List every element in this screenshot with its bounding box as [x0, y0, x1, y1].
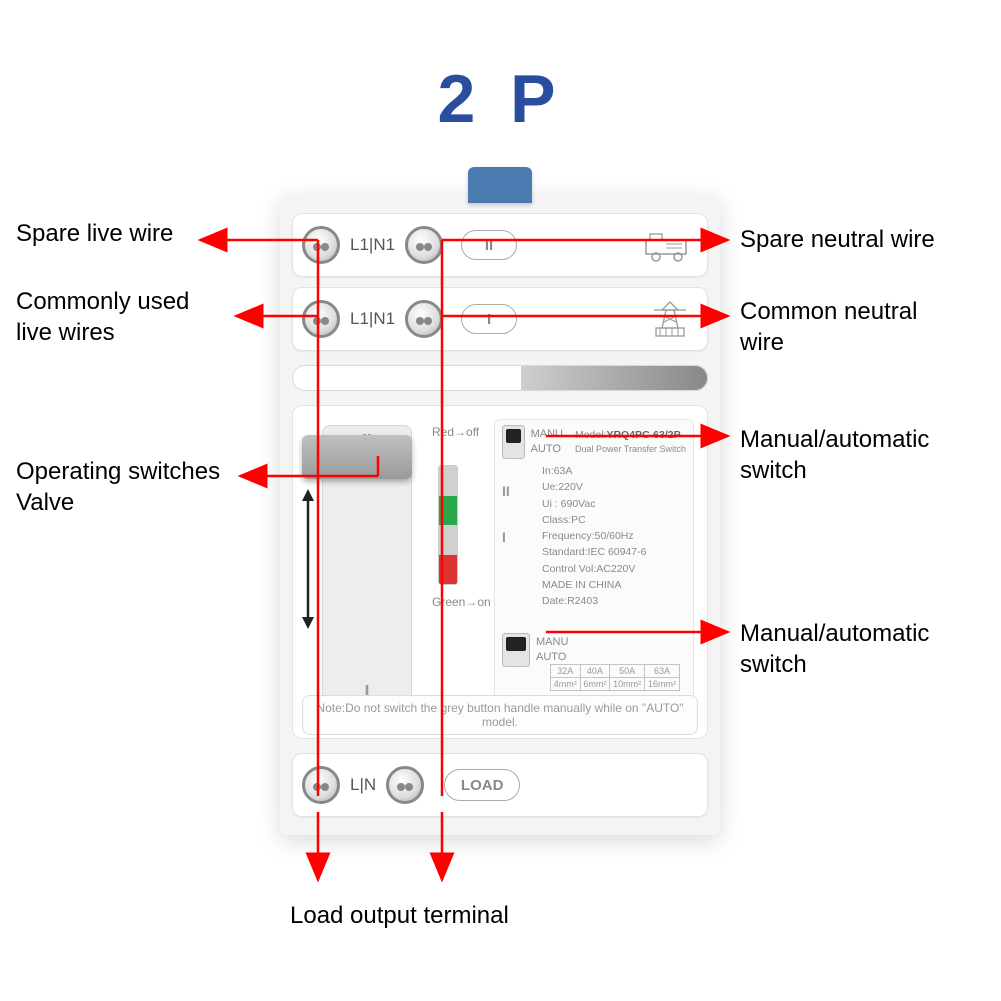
wire-spec-table: 32A 40A 50A 63A 4mm² 6mm² 10mm² 16mm² — [550, 664, 680, 691]
callout-spare-neutral: Spare neutral wire — [740, 224, 935, 255]
callout-spare-live: Spare live wire — [16, 218, 173, 249]
spec-5: Standard:IEC 60947-6 — [542, 544, 686, 560]
model-label: Model: — [575, 429, 607, 441]
terminal-load-n — [386, 766, 424, 804]
indicator-II: II — [502, 483, 510, 499]
indicator-I: I — [502, 529, 510, 545]
callout-common-live: Commonly used live wires — [16, 286, 189, 348]
auto-label-top: AUTO — [531, 442, 563, 457]
operating-switch-handle[interactable] — [302, 435, 412, 479]
device-body: L1|N1 II L1|N1 I — [280, 195, 720, 835]
callout-load-terminal: Load output terminal — [290, 900, 509, 931]
updown-arrow-icon — [300, 489, 316, 629]
device-main-panel: II I Red→off Green→on Cu Wire Only — [292, 405, 708, 739]
callout-operating: Operating switches Valve — [16, 456, 220, 518]
spec-2: Ui : 690Vac — [542, 496, 686, 512]
tr2c1: 4mm² — [551, 678, 581, 691]
green-on-label: Green→on — [432, 595, 491, 609]
terminal-row-common: L1|N1 I — [292, 287, 708, 351]
spec-0: In:63A — [542, 463, 686, 479]
terminal-common-l1 — [302, 300, 340, 338]
din-rail-clip — [468, 167, 532, 203]
tr1c1: 32A — [551, 665, 581, 678]
spec-4: Frequency:50/60Hz — [542, 528, 686, 544]
terminal-spare-n1 — [405, 226, 443, 264]
generator-icon — [642, 226, 698, 264]
spec-1: Ue:220V — [542, 479, 686, 495]
roman-indicator-column: II I — [502, 483, 510, 545]
manu-label-top: MANU — [531, 427, 563, 442]
terminal-row-spare: L1|N1 II — [292, 213, 708, 277]
spec-6: Control Vol:AC220V — [542, 561, 686, 577]
row1-label: L1|N1 — [350, 235, 395, 255]
grid-tower-icon — [642, 298, 698, 340]
model-value: YRQ4PC-63/2P — [606, 429, 680, 441]
model-subtitle: Dual Power Transfer Switch — [575, 444, 686, 454]
callout-common-neutral: Common neutral wire — [740, 296, 917, 358]
spec-3: Class:PC — [542, 512, 686, 528]
status-indicator-strip — [438, 465, 458, 585]
terminal-common-n1 — [405, 300, 443, 338]
page-title: 2 P — [437, 60, 563, 138]
tr2c4: 16mm² — [645, 678, 680, 691]
terminal-row-load: L|N LOAD — [292, 753, 708, 817]
manu-auto-switch-top[interactable]: MANU AUTO Model:YRQ4PC-63/2P Dual Power … — [502, 425, 686, 459]
tr1c3: 50A — [610, 665, 645, 678]
manu-auto-switch-bottom[interactable]: MANU AUTO — [502, 633, 568, 667]
spec-7: MADE IN CHINA — [542, 577, 686, 593]
load-pill: LOAD — [444, 769, 520, 801]
spec-list: In:63A Ue:220V Ui : 690Vac Class:PC Freq… — [502, 463, 686, 609]
row1-roman: II — [461, 230, 517, 260]
row2-roman: I — [461, 304, 517, 334]
terminal-load-l — [302, 766, 340, 804]
divider-bar — [292, 365, 708, 391]
warning-note: Note:Do not switch the grey button handl… — [302, 695, 698, 735]
callout-manu-auto-bot: Manual/automatic switch — [740, 618, 929, 680]
manu-label-bot: MANU — [536, 635, 568, 650]
callout-manu-auto-top: Manual/automatic switch — [740, 424, 929, 486]
tr2c2: 6mm² — [580, 678, 610, 691]
terminal-spare-l1 — [302, 226, 340, 264]
load-label: L|N — [350, 775, 376, 795]
tr2c3: 10mm² — [610, 678, 645, 691]
diagram-canvas: 2 P L1|N1 II L1|N1 — [0, 0, 1001, 1001]
row2-label: L1|N1 — [350, 309, 395, 329]
spec-panel: MANU AUTO Model:YRQ4PC-63/2P Dual Power … — [494, 419, 694, 725]
spec-8: Date:R2403 — [542, 593, 686, 609]
tr1c4: 63A — [645, 665, 680, 678]
tr1c2: 40A — [580, 665, 610, 678]
